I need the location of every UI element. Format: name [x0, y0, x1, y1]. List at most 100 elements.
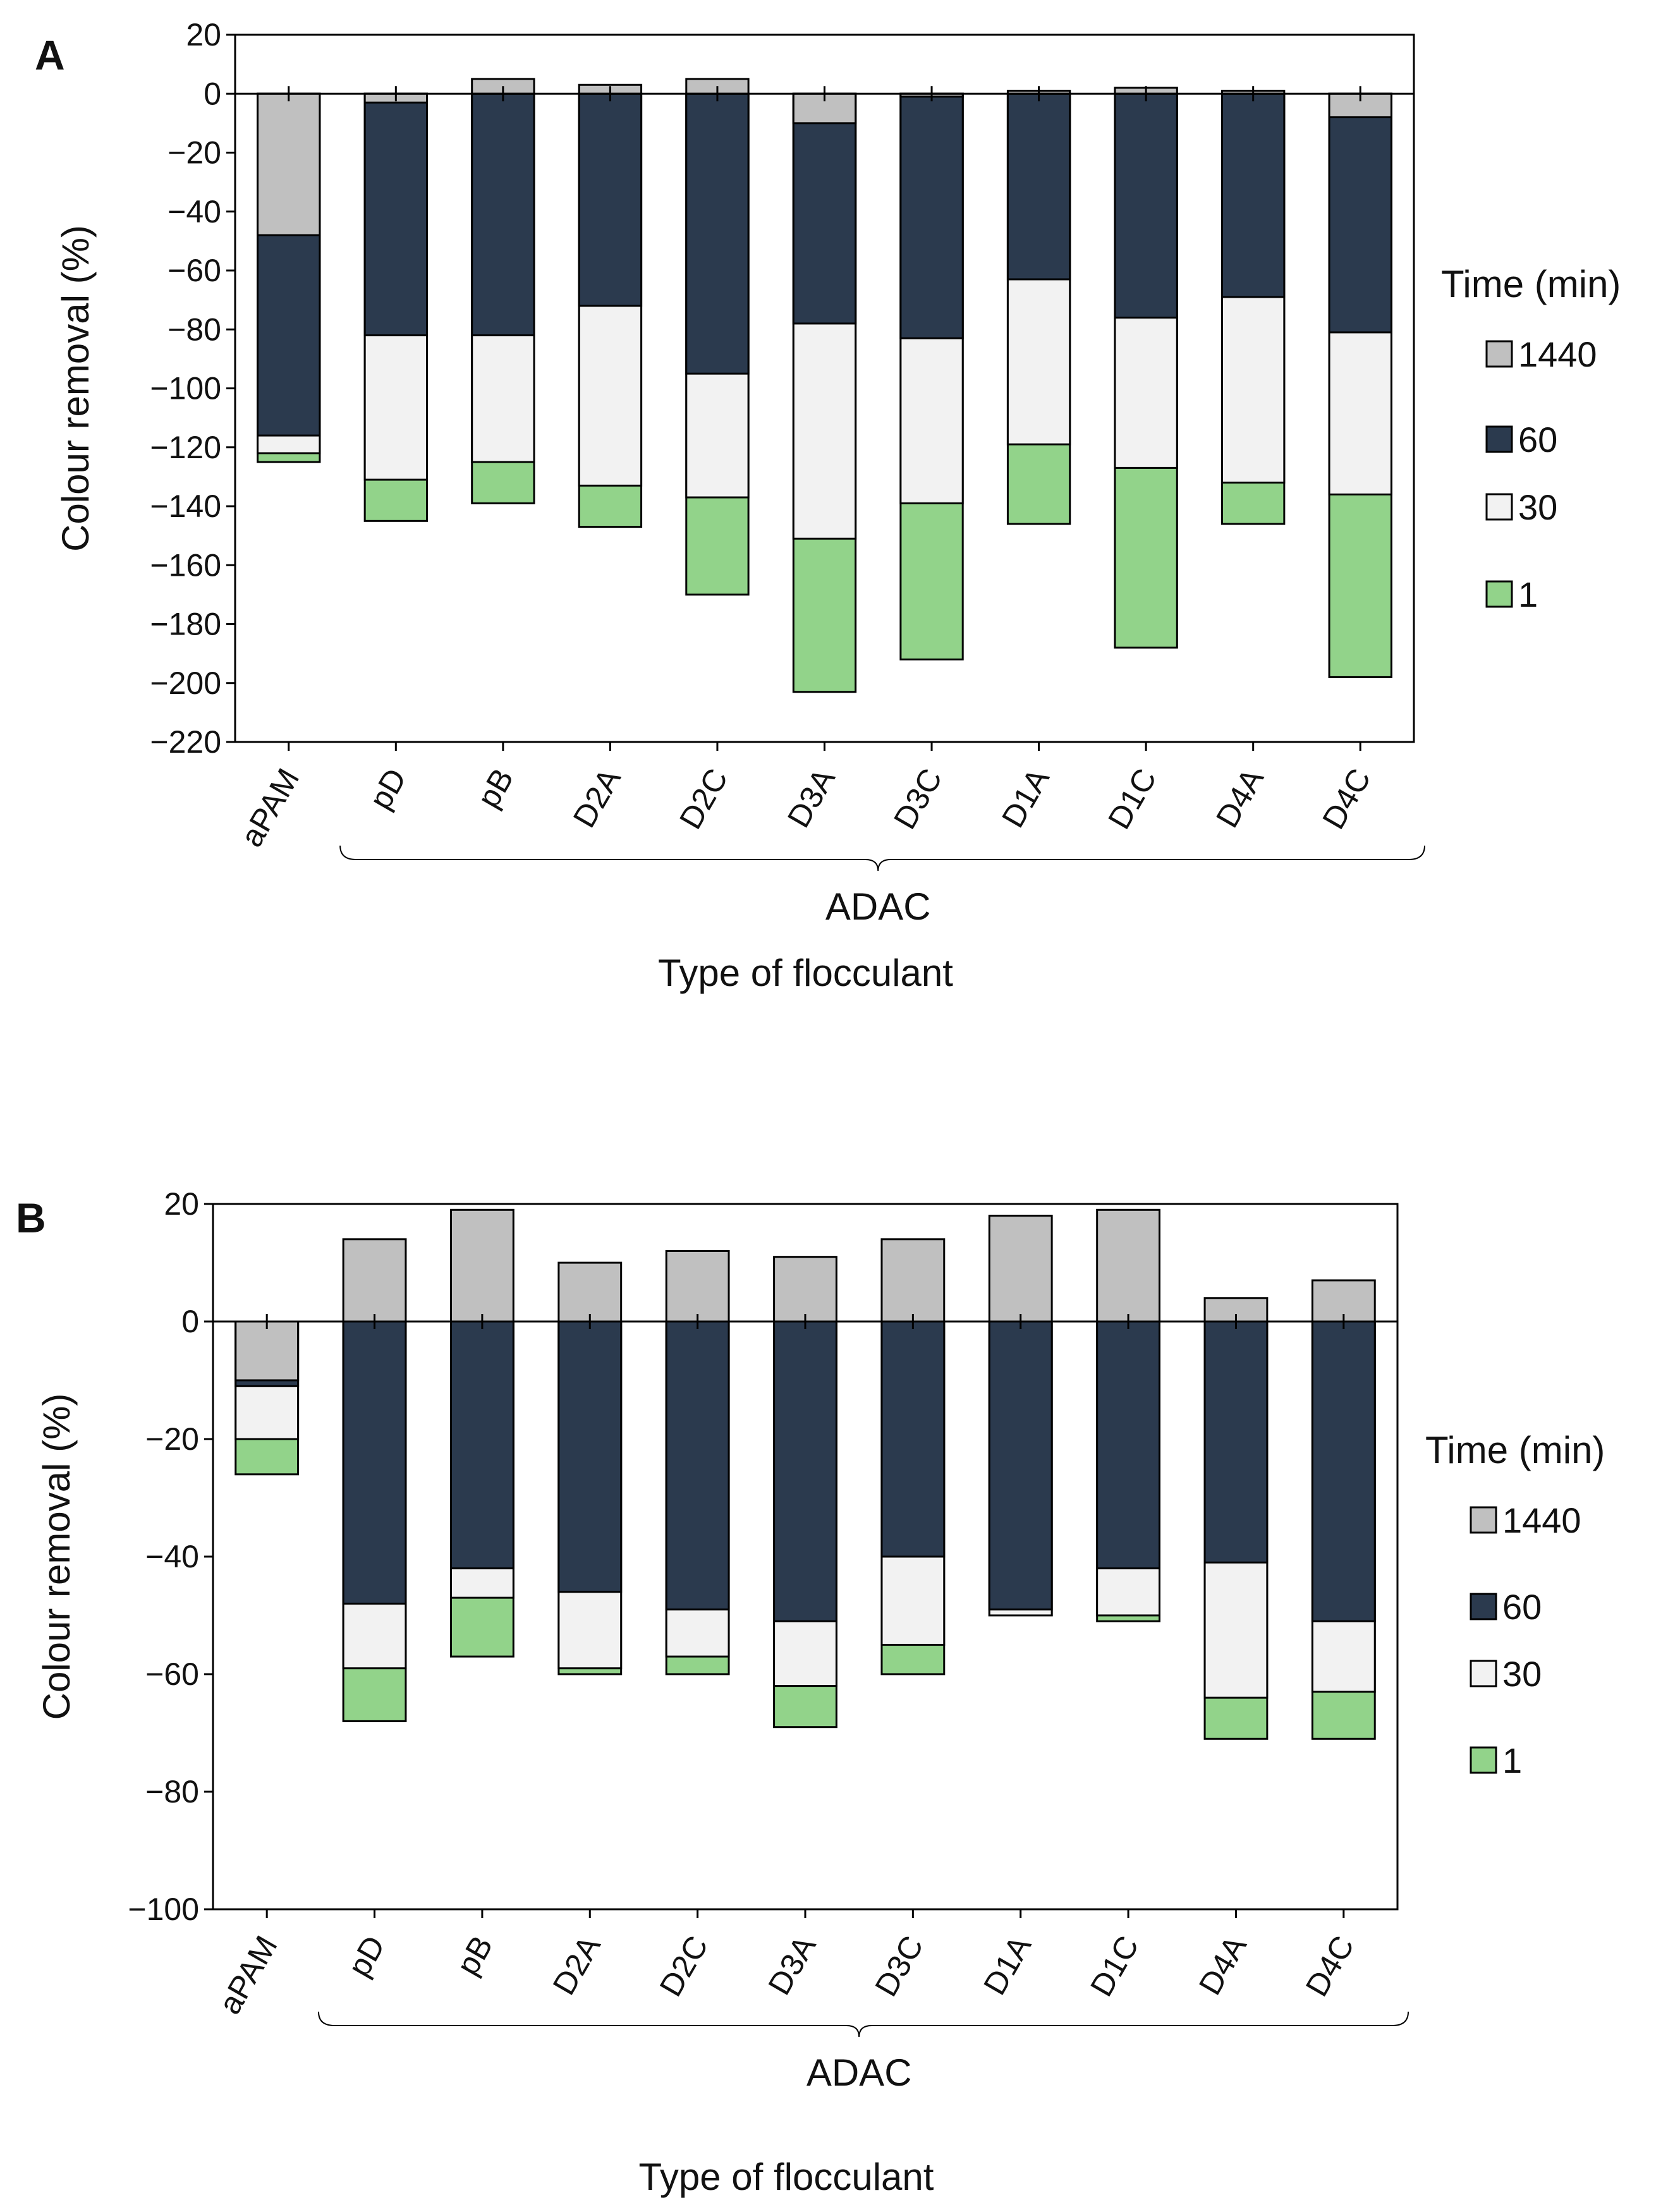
y-tick-label: −20 [145, 1421, 199, 1457]
bar [665, 1320, 730, 1611]
bar [1328, 92, 1392, 334]
legend-swatch [1485, 340, 1513, 368]
y-axis-label: Colour removal (%) [35, 1394, 78, 1720]
y-tick-label: −60 [145, 1656, 199, 1692]
y-tick-label: −60 [167, 253, 221, 288]
bar [471, 92, 535, 337]
bar [234, 1320, 300, 1382]
x-tick-label: D3C [887, 763, 949, 836]
x-tick-label: D4A [1209, 762, 1270, 834]
y-tick-label: 0 [204, 76, 221, 111]
x-axis-label: Type of flocculant [658, 952, 953, 994]
y-tick-label: −100 [150, 371, 221, 406]
panel-label: A [35, 32, 65, 78]
legend-label: 1 [1518, 574, 1538, 614]
bar [1006, 92, 1071, 281]
legend-label: 30 [1502, 1654, 1542, 1694]
x-tick-label: D4A [1192, 1929, 1253, 2001]
bar [792, 92, 857, 325]
bar [773, 1256, 837, 1323]
bar [665, 1249, 730, 1323]
panel-label: B [16, 1194, 46, 1241]
legend-swatch [1470, 1746, 1497, 1774]
y-tick-label: −100 [128, 1892, 199, 1927]
x-tick-label: pB [470, 763, 520, 814]
legend-label: 60 [1518, 420, 1557, 459]
x-tick-label: D4C [1315, 763, 1378, 836]
x-tick-label: D2A [566, 762, 628, 834]
bar [988, 1320, 1053, 1611]
bar [1311, 1320, 1376, 1622]
x-tick-label: D3A [761, 1929, 822, 2001]
bar [557, 1261, 623, 1323]
y-tick-label: −80 [167, 312, 221, 347]
bar [342, 1320, 407, 1605]
y-tick-label: 20 [186, 17, 221, 52]
legend-swatch [1470, 1506, 1497, 1534]
bar [988, 1215, 1053, 1323]
bar [363, 92, 428, 337]
chart-panel: A 20 0 −20 −40 −60 −80 −100 −120 −140 −160 −180 −200… [35, 17, 1621, 994]
y-tick-label: −40 [145, 1539, 199, 1574]
x-tick-label: D1A [977, 1929, 1038, 2001]
y-tick-label: −20 [167, 135, 221, 171]
y-tick-label: 0 [181, 1304, 199, 1339]
bar [773, 1320, 837, 1622]
legend-swatch [1485, 580, 1513, 608]
legend-label: 60 [1502, 1587, 1542, 1627]
y-tick-label: −40 [167, 194, 221, 229]
y-tick-label: −200 [150, 665, 221, 701]
y-tick-label: −120 [150, 430, 221, 465]
legend-label: 1 [1502, 1741, 1522, 1780]
x-axis-label: Type of flocculant [639, 2156, 934, 2198]
legend-label: 1440 [1518, 334, 1597, 374]
group-bracket [317, 2011, 1409, 2038]
y-tick-label: −140 [150, 489, 221, 524]
legend-swatch [1470, 1660, 1497, 1687]
bar [1221, 92, 1286, 298]
bar [578, 92, 643, 307]
y-tick-label: −80 [145, 1774, 199, 1809]
bar [450, 1208, 514, 1323]
y-tick-label: 20 [164, 1186, 199, 1222]
bar [1096, 1320, 1160, 1570]
bar [557, 1320, 623, 1593]
bar [1114, 92, 1178, 319]
x-tick-label: D3A [781, 762, 842, 834]
legend-swatch [1485, 493, 1513, 521]
legend-label: 1440 [1502, 1500, 1581, 1540]
bar [257, 92, 321, 236]
bar [685, 92, 750, 375]
x-tick-label: pD [362, 763, 413, 815]
y-tick-label: −180 [150, 607, 221, 642]
legend-title: Time (min) [1425, 1429, 1605, 1471]
bar [1203, 1320, 1269, 1564]
x-tick-label: aPAM [234, 763, 307, 853]
x-tick-label: D1C [1083, 1930, 1146, 2003]
legend-label: 30 [1518, 487, 1557, 527]
x-tick-label: D1C [1101, 763, 1164, 836]
bar [899, 92, 964, 339]
x-tick-label: D2C [673, 763, 735, 836]
bar [792, 92, 857, 125]
x-tick-label: D2A [546, 1929, 607, 2001]
x-tick-label: D3C [868, 1930, 930, 2003]
x-tick-label: D1A [995, 762, 1056, 834]
group-label: ADAC [807, 2051, 912, 2094]
legend-title: Time (min) [1441, 263, 1621, 305]
x-tick-label: D2C [653, 1930, 715, 2003]
bar [880, 1238, 946, 1323]
chart-panel: B 20 0 −20 −40 −60 −80 −100 Colour removal (%) aP… [16, 1186, 1605, 2198]
bar [1096, 1208, 1160, 1323]
x-tick-label: pD [341, 1930, 392, 1983]
x-tick-label: pB [449, 1930, 499, 1981]
legend-swatch [1470, 1593, 1497, 1620]
group-label: ADAC [825, 885, 931, 928]
bar [880, 1320, 946, 1558]
bar [1203, 1297, 1269, 1323]
group-bracket [339, 845, 1425, 872]
legend-swatch [1485, 425, 1513, 453]
y-axis-label: Colour removal (%) [54, 225, 97, 552]
x-tick-label: aPAM [212, 1930, 284, 2021]
